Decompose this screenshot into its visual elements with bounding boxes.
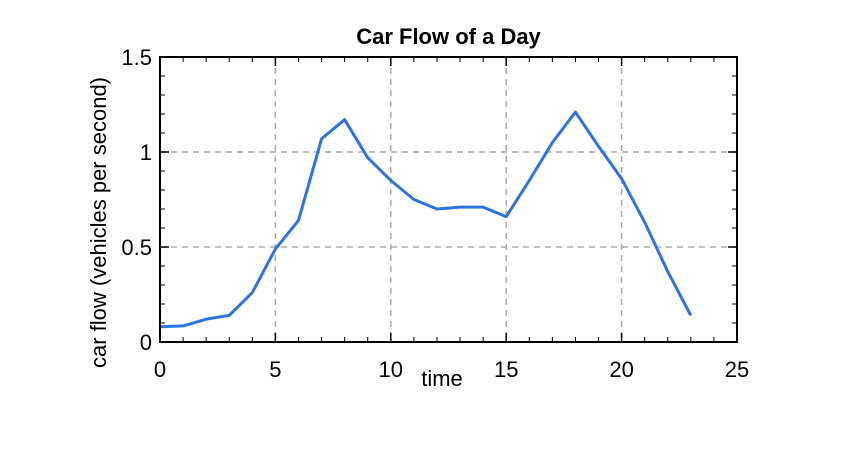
y-axis-label: car flow (vehicles per second)	[86, 77, 111, 368]
x-tick-label: 10	[379, 357, 403, 382]
y-tick-label: 1.5	[121, 45, 152, 70]
x-axis-label: time	[421, 366, 463, 391]
y-tick-label: 0	[140, 330, 152, 355]
y-tick-label: 0.5	[121, 235, 152, 260]
y-tick-labels: 0 0.5 1 1.5	[121, 45, 152, 355]
x-tick-label: 0	[154, 357, 166, 382]
x-tick-label: 25	[725, 357, 749, 382]
chart-title: Car Flow of a Day	[356, 24, 541, 49]
series-line	[159, 110, 693, 329]
y-tick-label: 1	[140, 140, 152, 165]
series-layer	[159, 110, 693, 329]
x-tick-label: 5	[269, 357, 281, 382]
grid-lines	[160, 57, 737, 342]
x-tick-label: 20	[609, 357, 633, 382]
plot-area-frame	[159, 56, 738, 343]
x-tick-label: 15	[494, 357, 518, 382]
x-tick-labels: 0 5 10 15 20 25	[154, 357, 749, 382]
